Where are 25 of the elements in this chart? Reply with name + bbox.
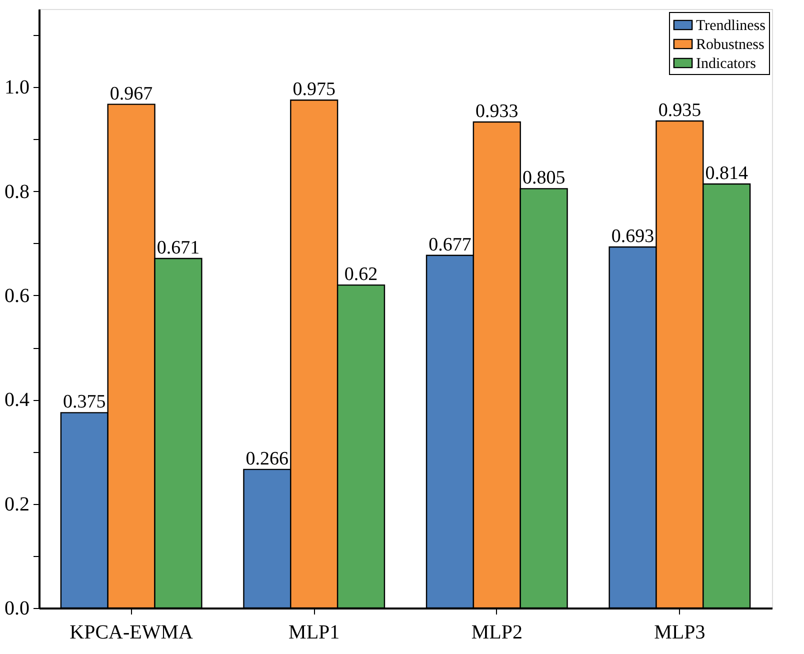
data-label: 0.671 — [156, 237, 200, 258]
data-label: 0.266 — [246, 448, 289, 470]
y-tick-label: 1.0 — [4, 76, 30, 99]
x-tick-label: MLP2 — [471, 622, 522, 644]
y-tick-label: 0.6 — [4, 284, 30, 307]
data-label: 0.805 — [522, 168, 566, 189]
legend-label: Trendliness — [696, 18, 766, 34]
data-label: 0.62 — [344, 264, 378, 286]
x-tick-label: KPCA-EWMA — [70, 622, 194, 644]
data-label: 0.935 — [658, 100, 702, 121]
legend-label: Robustness — [696, 37, 765, 53]
data-label: 0.814 — [705, 163, 748, 184]
y-tick-label: 0.2 — [4, 493, 30, 516]
x-tick-label: MLP1 — [288, 622, 340, 644]
data-label: 0.933 — [476, 101, 518, 122]
x-tick-label: MLP3 — [654, 622, 706, 644]
y-tick-label: 0.8 — [4, 180, 30, 203]
y-tick-label: 0.4 — [4, 389, 30, 412]
data-label: 0.967 — [110, 83, 153, 104]
data-label: 0.677 — [428, 234, 472, 256]
y-tick-label: 0.0 — [4, 598, 30, 620]
legend-label: Indicators — [696, 56, 756, 72]
data-label: 0.975 — [292, 79, 336, 100]
data-label: 0.375 — [63, 392, 106, 413]
data-label: 0.693 — [611, 226, 654, 248]
